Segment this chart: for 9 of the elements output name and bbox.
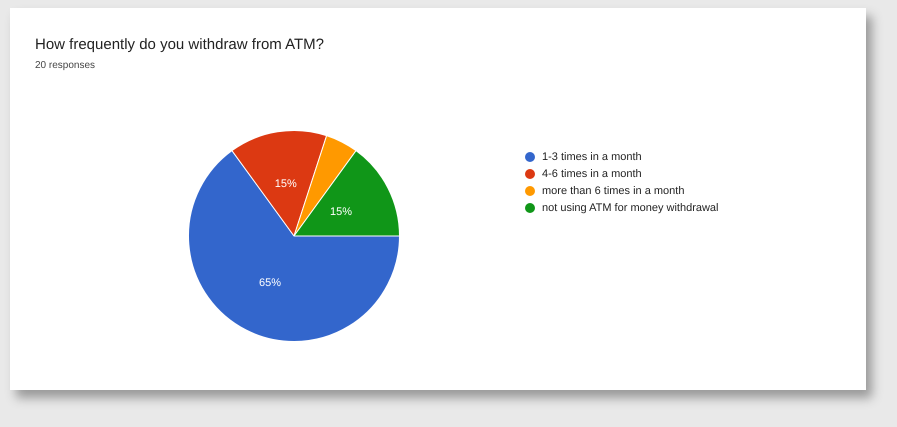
- data-label: 15%: [274, 178, 297, 190]
- legend-label: 1-3 times in a month: [542, 150, 642, 162]
- data-label: 65%: [259, 277, 282, 290]
- text: 20 responses: [35, 60, 96, 71]
- legend-label: not using ATM for money withdrawal: [542, 202, 718, 214]
- legend-label: more than 6 times in a month: [542, 184, 684, 196]
- data-label: 15%: [330, 206, 352, 218]
- legend-label: 4-6 times in a month: [542, 168, 642, 180]
- chart-title: How frequently do you withdraw from ATM?: [35, 36, 324, 53]
